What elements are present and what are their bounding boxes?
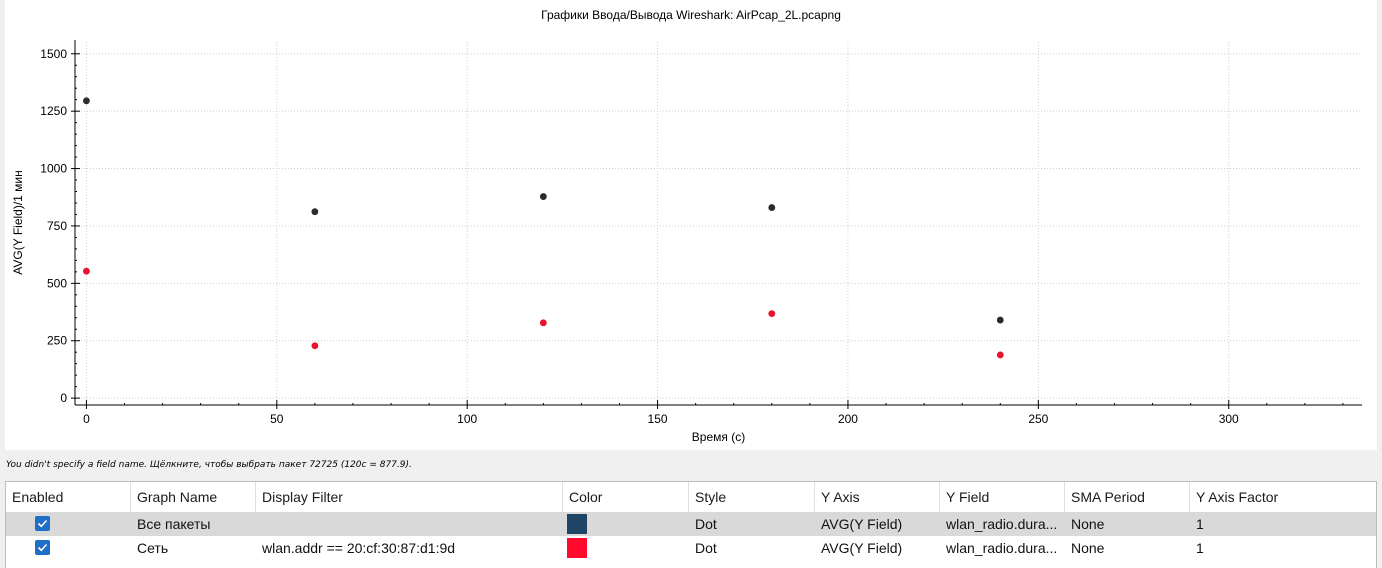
x-tick-label: 150 (648, 412, 668, 426)
sma-period-cell[interactable]: None (1071, 516, 1105, 532)
header-sma-period[interactable]: SMA Period (1065, 482, 1190, 512)
data-point-series-1[interactable] (996, 316, 1004, 324)
x-tick-label: 300 (1219, 412, 1239, 426)
table-header: Enabled Graph Name Display Filter Color … (6, 482, 1376, 512)
x-tick-label: 250 (1028, 412, 1048, 426)
y-tick-label: 500 (47, 276, 67, 290)
status-hint: You didn't specify a field name. Щёлкнит… (6, 460, 412, 470)
y-axis-label: AVG(Y Field)/1 мин (11, 170, 25, 275)
display-filter-cell[interactable]: wlan.addr == 20:cf:30:87:d1:9d (262, 540, 456, 556)
header-y-axis-factor[interactable]: Y Axis Factor (1196, 489, 1279, 505)
io-graph-plot[interactable]: Графики Ввода/Вывода Wireshark: AirPcap_… (5, 0, 1377, 450)
color-swatch[interactable] (567, 538, 587, 558)
data-point-series-2[interactable] (768, 310, 776, 318)
header-graph-name[interactable]: Graph Name (131, 482, 256, 512)
y-tick-label: 1250 (40, 104, 67, 118)
data-point-series-2[interactable] (539, 319, 547, 327)
style-cell[interactable]: Dot (695, 540, 717, 556)
data-point-series-2[interactable] (83, 267, 90, 275)
graph-name-cell[interactable]: Сеть (137, 540, 169, 556)
header-y-axis[interactable]: Y Axis (815, 482, 940, 512)
x-tick-label: 50 (270, 412, 284, 426)
enabled-checkbox[interactable] (35, 540, 50, 555)
y-axis-factor-cell[interactable]: 1 (1196, 540, 1204, 556)
header-style[interactable]: Style (689, 482, 815, 512)
data-point-series-2[interactable] (996, 351, 1004, 359)
display-filter-cell[interactable] (256, 512, 563, 536)
color-swatch[interactable] (567, 514, 587, 534)
table-row[interactable]: Все пакеты Dot AVG(Y Field) wlan_radio.d… (6, 512, 1376, 536)
y-tick-label: 1000 (40, 162, 67, 176)
y-tick-label: 0 (60, 391, 67, 405)
data-point-series-1[interactable] (768, 204, 776, 211)
checkmark-icon (37, 543, 48, 552)
checkmark-icon (37, 519, 48, 528)
y-axis-factor-cell[interactable]: 1 (1196, 516, 1204, 532)
data-point-series-1[interactable] (83, 97, 90, 105)
y-field-cell[interactable]: wlan_radio.dura... (946, 540, 1058, 556)
y-axis-cell[interactable]: AVG(Y Field) (821, 540, 903, 556)
style-cell[interactable]: Dot (695, 516, 717, 532)
header-y-field[interactable]: Y Field (940, 482, 1065, 512)
header-enabled[interactable]: Enabled (6, 482, 131, 512)
data-point-series-1[interactable] (311, 208, 319, 216)
graph-list-table[interactable]: Enabled Graph Name Display Filter Color … (5, 481, 1377, 568)
io-graph-svg[interactable]: Графики Ввода/Вывода Wireshark: AirPcap_… (5, 0, 1377, 450)
data-point-series-1[interactable] (539, 193, 547, 200)
header-display-filter[interactable]: Display Filter (256, 482, 563, 512)
data-point-series-2[interactable] (311, 342, 319, 350)
x-axis-label: Время (с) (692, 430, 745, 444)
chart-title: Графики Ввода/Вывода Wireshark: AirPcap_… (541, 8, 841, 22)
y-axis-cell[interactable]: AVG(Y Field) (821, 516, 903, 532)
y-tick-label: 1500 (40, 47, 67, 61)
graph-name-cell[interactable]: Все пакеты (137, 516, 211, 532)
y-tick-label: 250 (47, 334, 67, 348)
header-color[interactable]: Color (563, 482, 689, 512)
table-row[interactable]: Сеть wlan.addr == 20:cf:30:87:d1:9d Dot … (6, 536, 1376, 560)
enabled-checkbox[interactable] (35, 516, 50, 531)
sma-period-cell[interactable]: None (1071, 540, 1105, 556)
x-tick-label: 100 (457, 412, 477, 426)
y-field-cell[interactable]: wlan_radio.dura... (946, 516, 1058, 532)
y-tick-label: 750 (47, 219, 67, 233)
x-tick-label: 0 (83, 412, 90, 426)
x-tick-label: 200 (838, 412, 858, 426)
